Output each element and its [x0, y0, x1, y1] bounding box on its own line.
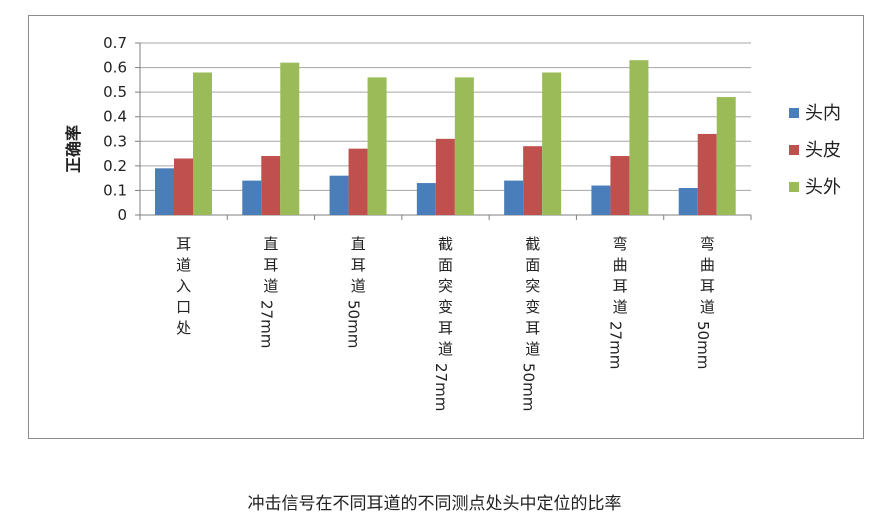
bar	[610, 156, 630, 215]
bar	[435, 138, 455, 215]
bar	[591, 185, 611, 215]
bar	[367, 77, 387, 216]
x-category-label: 截	[438, 235, 453, 253]
x-category-label: 道	[438, 340, 453, 358]
x-category-label: 道	[351, 277, 366, 295]
x-category-label: 面	[438, 256, 453, 274]
bar	[280, 62, 300, 216]
x-category-label: 道	[525, 340, 540, 358]
bar	[242, 180, 262, 215]
legend-label: 头皮	[805, 140, 841, 161]
y-tick-label: 0	[117, 206, 127, 224]
y-tick-label: 0.3	[103, 132, 127, 150]
bar	[697, 133, 717, 215]
x-category-label: 50mm	[345, 300, 363, 348]
bar	[504, 180, 524, 215]
bar	[454, 77, 474, 216]
bar	[174, 158, 193, 215]
y-axis-label: 正确率	[64, 125, 83, 173]
x-category-label: 耳	[351, 256, 366, 274]
figure-caption: 冲击信号在不同耳道的不同测点处头中定位的比率	[247, 494, 622, 514]
x-category-label: 口	[176, 298, 191, 316]
bar	[155, 168, 174, 215]
bar	[348, 148, 368, 215]
x-category-label: 耳	[263, 256, 278, 274]
legend-swatch	[789, 108, 799, 118]
bar	[193, 72, 212, 215]
x-category-label: 直	[351, 235, 366, 253]
chart-frame: 0 0.1 0.2 0.3 0.4 0.5 0.6 0.7 正确率耳道入口处直耳道 27mm 直耳道…	[28, 15, 864, 439]
x-category-label: 27mm	[432, 363, 450, 411]
x-category-label: 50mm	[519, 363, 537, 411]
legend-label: 头内	[805, 103, 841, 124]
bar	[629, 60, 649, 216]
x-category-label: 突	[525, 277, 540, 295]
bar	[416, 183, 436, 215]
legend-label: 头外	[805, 177, 841, 198]
x-category-label: 变	[438, 298, 453, 316]
y-tick-label: 0.4	[103, 108, 127, 126]
y-tick-label: 0.1	[103, 181, 127, 199]
legend-swatch	[789, 145, 799, 155]
x-category-label: 耳	[438, 319, 453, 337]
x-category-label: 突	[438, 277, 453, 295]
bar	[261, 156, 281, 215]
x-category-label: 耳	[613, 277, 628, 295]
x-category-label: 耳	[700, 277, 715, 295]
x-category-label: 入	[176, 277, 191, 295]
x-category-label: 截	[525, 235, 540, 253]
x-category-label: 耳	[176, 235, 191, 253]
bar	[523, 146, 543, 215]
y-tick-label: 0.2	[103, 157, 127, 175]
bar	[716, 97, 736, 215]
x-category-label: 道	[613, 298, 628, 316]
x-category-label: 弯	[700, 235, 715, 253]
x-category-label: 道	[176, 256, 191, 274]
bar	[329, 175, 349, 215]
x-category-label: 27mm	[607, 321, 625, 369]
x-category-label: 处	[176, 319, 191, 337]
y-tick-label: 0.7	[103, 34, 127, 52]
x-category-label: 直	[263, 235, 278, 253]
y-tick-label: 0.6	[103, 59, 127, 77]
x-category-label: 弯	[613, 235, 628, 253]
x-category-label: 曲	[613, 256, 628, 274]
x-category-label: 27mm	[257, 300, 275, 348]
bar	[678, 187, 698, 215]
bar-chart: 00.10.20.30.40.50.60.7正确率耳道入口处直耳道27mm直耳道…	[64, 34, 841, 411]
x-category-label: 50mm	[694, 321, 712, 369]
y-tick-label: 0.5	[103, 83, 127, 101]
x-category-label: 曲	[700, 256, 715, 274]
legend-swatch	[789, 182, 799, 192]
x-category-label: 耳	[525, 319, 540, 337]
bar	[542, 72, 562, 215]
x-category-label: 面	[525, 256, 540, 274]
x-category-label: 道	[263, 277, 278, 295]
x-category-label: 变	[525, 298, 540, 316]
x-category-label: 道	[700, 298, 715, 316]
